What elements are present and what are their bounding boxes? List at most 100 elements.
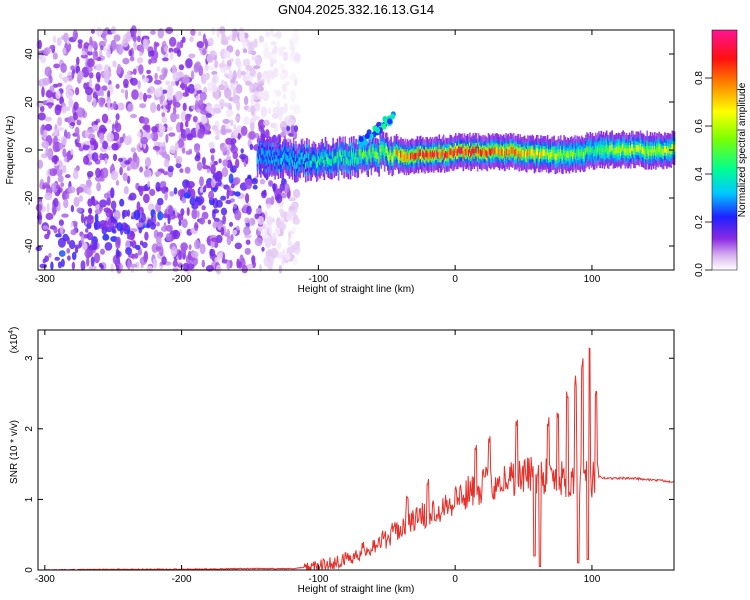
noise-blob (57, 82, 63, 87)
ridge-cell (315, 161, 318, 169)
noise-blob (128, 49, 133, 57)
noise-blob (204, 38, 208, 50)
ridge-cell (284, 149, 286, 157)
ridge-cell (349, 159, 352, 166)
noise-blob (255, 207, 263, 215)
noise-blob (271, 58, 278, 64)
noise-blob (80, 260, 86, 271)
ridge-cell (621, 145, 623, 152)
ridge-cell (325, 154, 328, 161)
noise-blob (247, 174, 252, 179)
ridge-cell (355, 152, 357, 159)
noise-blob (125, 31, 132, 42)
ridge-cell (582, 151, 585, 159)
noise-blob (222, 118, 230, 124)
noise-blob (52, 206, 57, 216)
noise-blob (290, 90, 296, 101)
noise-blob (95, 83, 101, 92)
ridge-cell (259, 154, 261, 162)
ridge-cell (345, 156, 348, 164)
noise-blob (104, 157, 108, 165)
noise-blob (45, 146, 49, 157)
snr-x-label: Height of straight line (km) (298, 584, 415, 595)
colorbar-gradient (712, 30, 737, 270)
noise-blob (154, 87, 162, 98)
ridge-cell (561, 153, 563, 160)
ridge-cell (512, 146, 515, 154)
noise-blob (293, 125, 299, 133)
noise-blob (164, 191, 168, 201)
ridge-cell (591, 146, 594, 153)
ridge-cell (518, 151, 520, 158)
noise-blob (234, 242, 242, 250)
noise-blob (275, 194, 283, 204)
noise-blob (66, 40, 70, 45)
noise-blob (252, 65, 261, 70)
ridge-cell (611, 143, 613, 151)
ridge-cell (306, 151, 308, 159)
noise-blob (206, 168, 211, 174)
ridge-cell (430, 152, 433, 159)
noise-blob (47, 229, 51, 236)
noise-blob (245, 65, 253, 71)
noise-blob (215, 220, 223, 228)
ridge-cell (442, 148, 445, 155)
noise-blob (135, 222, 144, 228)
ridge-cell (450, 148, 453, 156)
noise-blob (60, 136, 67, 146)
ridge-cell (473, 148, 476, 156)
noise-blob (156, 104, 161, 112)
noise-blob (216, 27, 220, 38)
noise-blob (159, 95, 164, 105)
noise-blob (89, 137, 97, 146)
ridge-cell (630, 148, 632, 156)
ridge-cell (507, 147, 509, 154)
ridge-cell (509, 146, 512, 153)
noise-blob (260, 79, 265, 84)
ridge-cell (348, 150, 351, 158)
noise-blob (101, 85, 108, 91)
ridge-cell (570, 149, 573, 157)
ridge-cell (588, 149, 590, 156)
x-tick-label: 0 (452, 574, 458, 585)
noise-blob (119, 198, 125, 207)
noise-blob (43, 47, 51, 55)
snr-y-scale-label: (x104) (8, 327, 20, 354)
noise-blob (166, 84, 174, 95)
noise-blob (196, 41, 205, 48)
noise-blob (245, 239, 251, 245)
ridge-cell (527, 148, 529, 156)
noise-blob (268, 227, 273, 234)
noise-blob (185, 113, 191, 122)
noise-blob (202, 48, 207, 56)
noise-blob (144, 231, 149, 241)
noise-blob (92, 50, 99, 61)
ridge-cell (614, 147, 617, 155)
ridge-cell (343, 158, 345, 165)
noise-blob (222, 215, 226, 225)
ridge-cell (597, 146, 599, 153)
noise-blob (250, 105, 256, 115)
noise-blob (161, 150, 167, 159)
noise-blob (74, 223, 78, 231)
noise-blob (286, 125, 291, 132)
noise-blob (263, 119, 270, 127)
noise-blob (266, 203, 272, 209)
noise-blob (103, 192, 111, 199)
noise-blob (168, 205, 173, 216)
noise-blob (239, 153, 247, 160)
x-tick-label: -300 (35, 274, 55, 285)
noise-blob (270, 41, 277, 46)
noise-blob (251, 178, 258, 185)
noise-blob (86, 256, 90, 267)
ridge-cell (658, 145, 660, 152)
noise-blob (233, 203, 237, 209)
ridge-cell (596, 148, 598, 155)
noise-blob (73, 196, 80, 207)
ridge-cell (556, 152, 559, 160)
noise-blob (57, 237, 66, 248)
ridge-cell (275, 155, 277, 162)
noise-blob (54, 256, 60, 261)
noise-blob (178, 250, 183, 260)
noise-blob (192, 115, 198, 123)
